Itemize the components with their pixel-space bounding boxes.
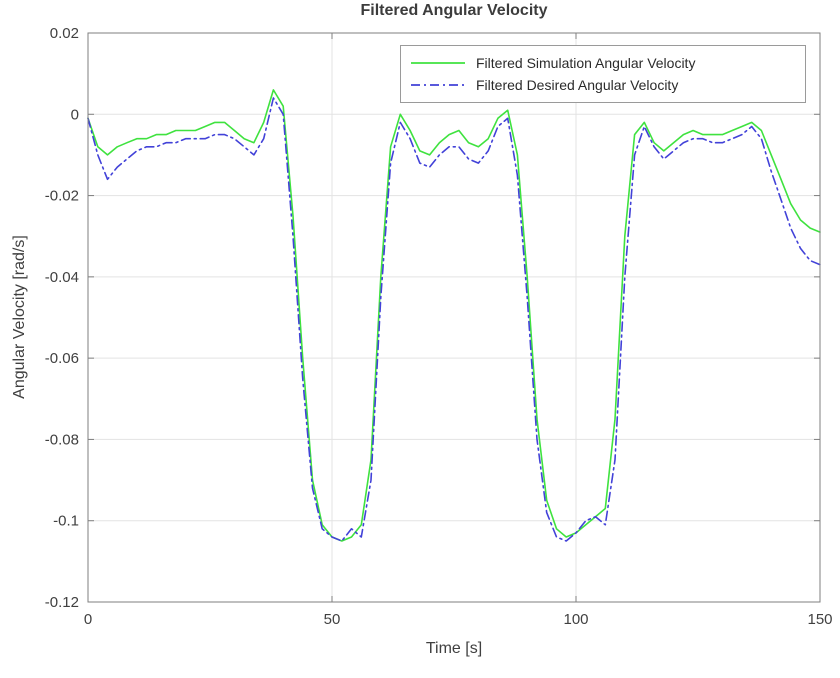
svg-text:-0.06: -0.06 (45, 350, 79, 367)
legend: Filtered Simulation Angular Velocity Fil… (400, 45, 806, 103)
legend-item-simulation: Filtered Simulation Angular Velocity (409, 55, 797, 71)
svg-text:0: 0 (84, 611, 92, 628)
svg-text:-0.12: -0.12 (45, 594, 79, 611)
svg-text:-0.08: -0.08 (45, 431, 79, 448)
legend-label-desired: Filtered Desired Angular Velocity (476, 77, 679, 94)
legend-item-desired: Filtered Desired Angular Velocity (409, 77, 797, 93)
svg-text:-0.1: -0.1 (53, 513, 79, 530)
svg-text:150: 150 (807, 611, 832, 628)
chart-title: Filtered Angular Velocity (360, 2, 548, 19)
svg-text:-0.04: -0.04 (45, 269, 79, 286)
x-axis-label: Time [s] (425, 640, 483, 657)
svg-text:-0.02: -0.02 (45, 188, 79, 205)
svg-text:50: 50 (324, 611, 341, 628)
svg-text:100: 100 (563, 611, 588, 628)
svg-text:0.02: 0.02 (50, 25, 79, 42)
legend-line-sample-simulation (411, 61, 465, 64)
legend-line-sample-desired (411, 84, 465, 87)
svg-text:0: 0 (71, 106, 79, 123)
y-axis-label: Angular Velocity [rad/s] (11, 235, 28, 399)
legend-label-simulation: Filtered Simulation Angular Velocity (476, 54, 696, 71)
